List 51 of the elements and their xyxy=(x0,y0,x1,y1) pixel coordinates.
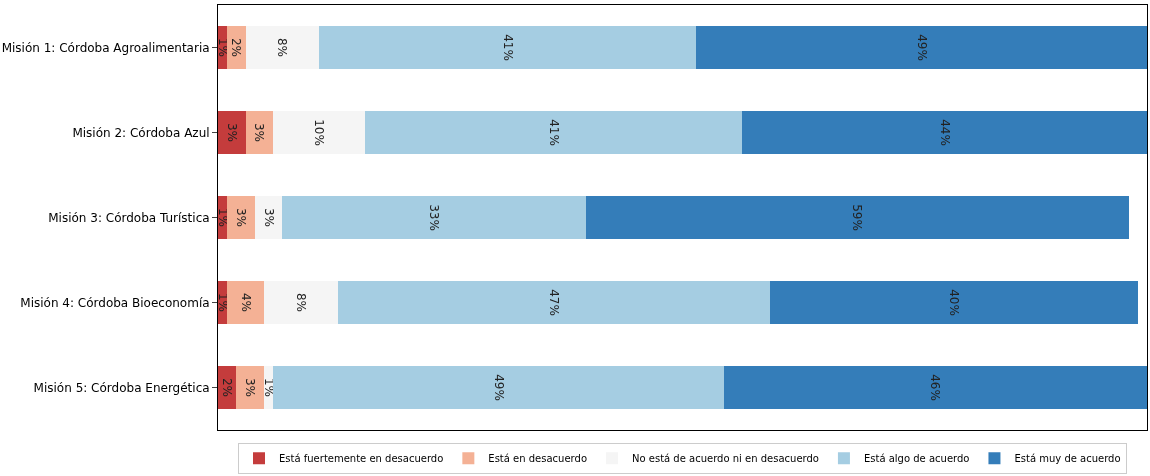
bar xyxy=(227,281,264,324)
bar xyxy=(273,111,366,154)
data-label: 2% xyxy=(229,37,244,58)
bar xyxy=(282,196,586,239)
bar xyxy=(365,111,743,154)
data-label: 8% xyxy=(293,292,308,313)
bar xyxy=(236,366,264,409)
data-label: 40% xyxy=(946,289,961,316)
bar xyxy=(769,281,1138,324)
data-label: 33% xyxy=(427,204,442,231)
data-label: 49% xyxy=(491,374,506,401)
data-label: 41% xyxy=(546,119,561,146)
bar xyxy=(227,26,246,69)
data-label: 8% xyxy=(275,37,290,58)
data-label: 49% xyxy=(914,34,929,61)
data-label: 47% xyxy=(546,289,561,316)
y-tick-label: Misión 1: Córdoba Agroalimentaria xyxy=(1,40,210,55)
legend-label: Está en desacuerdo xyxy=(488,453,587,465)
data-label: 59% xyxy=(850,204,865,231)
y-tick-label: Misión 5: Córdoba Energética xyxy=(33,380,210,395)
data-label: 44% xyxy=(937,119,952,146)
bar xyxy=(696,26,1147,69)
bar xyxy=(723,366,1147,409)
legend-label: Está algo de acuerdo xyxy=(863,453,970,465)
data-label: 3% xyxy=(243,377,258,398)
y-tick-label: Misión 4: Córdoba Bioeconomía xyxy=(20,295,210,310)
data-label: 3% xyxy=(233,207,248,228)
bar xyxy=(319,26,697,69)
bar xyxy=(273,366,724,409)
data-label: 10% xyxy=(312,119,327,146)
legend-label: Está muy de acuerdo xyxy=(1014,453,1121,465)
data-label: 3% xyxy=(252,122,267,143)
bar xyxy=(337,281,770,324)
data-label: 3% xyxy=(224,122,239,143)
data-label: 2% xyxy=(220,377,235,398)
legend-label: Está fuertemente en desacuerdo xyxy=(279,453,444,465)
bar xyxy=(218,111,246,154)
bar xyxy=(585,196,1129,239)
bar xyxy=(263,281,338,324)
y-tick-label: Misión 3: Córdoba Turística xyxy=(48,210,210,225)
legend-label: No está de acuerdo ni en desacuerdo xyxy=(632,453,819,465)
bar xyxy=(742,111,1147,154)
bar xyxy=(245,111,274,154)
bar xyxy=(227,196,255,239)
data-label: 41% xyxy=(500,34,515,61)
data-label: 46% xyxy=(928,374,943,401)
data-label: 4% xyxy=(238,292,253,313)
y-tick-label: Misión 2: Córdoba Azul xyxy=(72,125,210,140)
bar xyxy=(245,26,320,69)
bar xyxy=(254,196,283,239)
data-label: 3% xyxy=(261,207,276,228)
